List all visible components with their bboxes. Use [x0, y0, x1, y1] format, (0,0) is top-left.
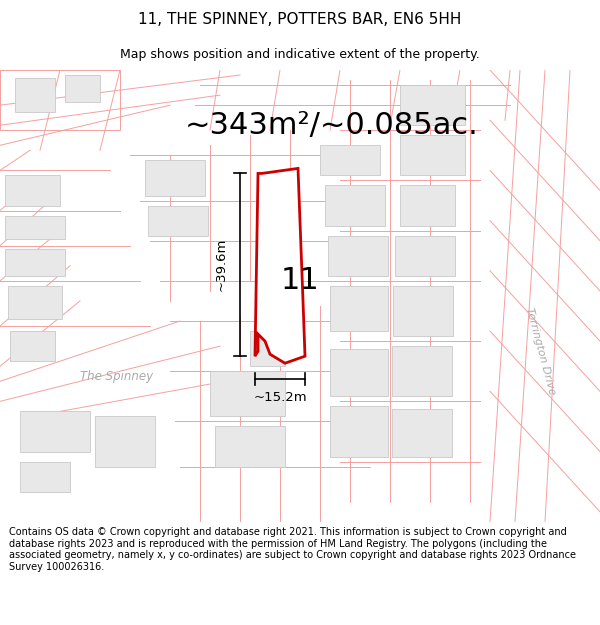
- Polygon shape: [392, 409, 452, 457]
- Text: 11: 11: [281, 266, 319, 296]
- Polygon shape: [95, 416, 155, 467]
- Polygon shape: [10, 331, 55, 361]
- Polygon shape: [328, 236, 388, 276]
- Polygon shape: [330, 286, 388, 331]
- Text: ~343m²/~0.085ac.: ~343m²/~0.085ac.: [185, 111, 479, 140]
- Polygon shape: [0, 70, 120, 130]
- Text: The Spinney: The Spinney: [80, 370, 153, 382]
- Polygon shape: [145, 161, 205, 196]
- Text: Map shows position and indicative extent of the property.: Map shows position and indicative extent…: [120, 48, 480, 61]
- Polygon shape: [20, 411, 90, 452]
- Polygon shape: [400, 135, 465, 176]
- Text: 11, THE SPINNEY, POTTERS BAR, EN6 5HH: 11, THE SPINNEY, POTTERS BAR, EN6 5HH: [139, 12, 461, 27]
- Polygon shape: [5, 249, 65, 276]
- Polygon shape: [330, 349, 388, 396]
- Text: ~39.6m: ~39.6m: [215, 238, 228, 291]
- Polygon shape: [400, 186, 455, 226]
- Polygon shape: [210, 371, 285, 416]
- Polygon shape: [325, 186, 385, 226]
- Text: Torrington Drive: Torrington Drive: [524, 306, 556, 396]
- Polygon shape: [255, 168, 305, 363]
- Polygon shape: [392, 346, 452, 396]
- Polygon shape: [65, 75, 100, 102]
- Polygon shape: [250, 331, 285, 366]
- Polygon shape: [330, 406, 388, 457]
- Polygon shape: [20, 462, 70, 492]
- Polygon shape: [15, 78, 55, 112]
- Polygon shape: [215, 426, 285, 467]
- Polygon shape: [8, 286, 62, 319]
- Polygon shape: [395, 236, 455, 276]
- Text: ~15.2m: ~15.2m: [253, 391, 307, 404]
- Text: Contains OS data © Crown copyright and database right 2021. This information is : Contains OS data © Crown copyright and d…: [9, 527, 576, 572]
- Polygon shape: [148, 206, 208, 236]
- Polygon shape: [393, 286, 453, 336]
- Polygon shape: [400, 85, 465, 125]
- Polygon shape: [320, 145, 380, 176]
- Polygon shape: [5, 216, 65, 239]
- Polygon shape: [5, 176, 60, 206]
